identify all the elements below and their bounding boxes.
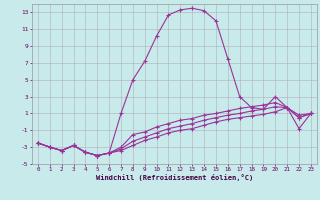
X-axis label: Windchill (Refroidissement éolien,°C): Windchill (Refroidissement éolien,°C)	[96, 174, 253, 181]
